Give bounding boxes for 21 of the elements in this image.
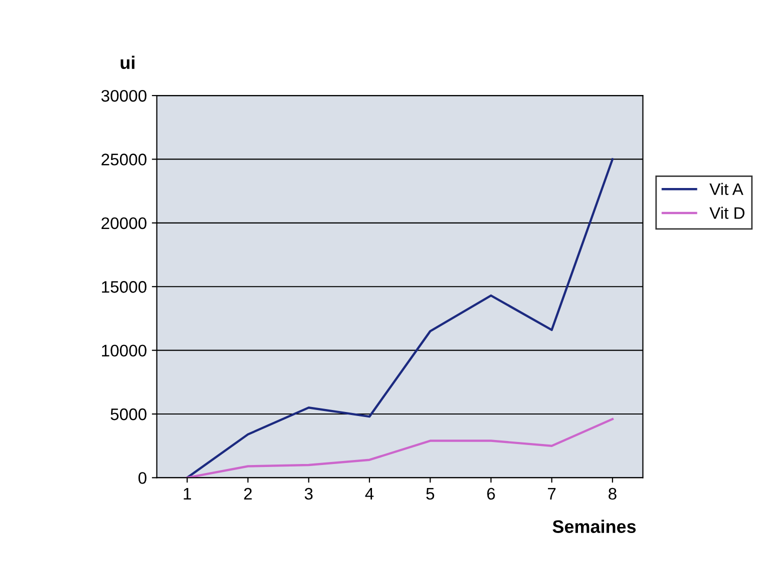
y-tick-label: 10000 <box>102 344 146 357</box>
y-tick-label: 5000 <box>110 408 146 420</box>
x-tick-label: 6 <box>487 488 495 500</box>
x-tick-label: 1 <box>184 488 191 500</box>
y-tick-label: 25000 <box>102 154 146 166</box>
line-series <box>186 158 614 478</box>
y-axis-title: ui <box>120 56 134 70</box>
x-tick-label: 7 <box>548 488 556 500</box>
x-tick-label: 2 <box>244 488 252 500</box>
x-tick-label: 4 <box>365 488 374 500</box>
legend-label: Vit D <box>709 206 744 219</box>
x-tick-label: 5 <box>426 488 434 500</box>
y-tick-label: 15000 <box>102 281 146 293</box>
x-axis-title: Semaines <box>552 520 636 533</box>
y-tick-label: 30000 <box>101 90 146 102</box>
line-series <box>186 418 614 478</box>
x-tick-label: 8 <box>608 488 616 500</box>
y-tick-label: 20000 <box>102 217 146 230</box>
legend-label: Vit A <box>709 182 744 196</box>
y-tick-label: 0 <box>138 472 146 484</box>
x-tick-label: 3 <box>304 488 313 500</box>
